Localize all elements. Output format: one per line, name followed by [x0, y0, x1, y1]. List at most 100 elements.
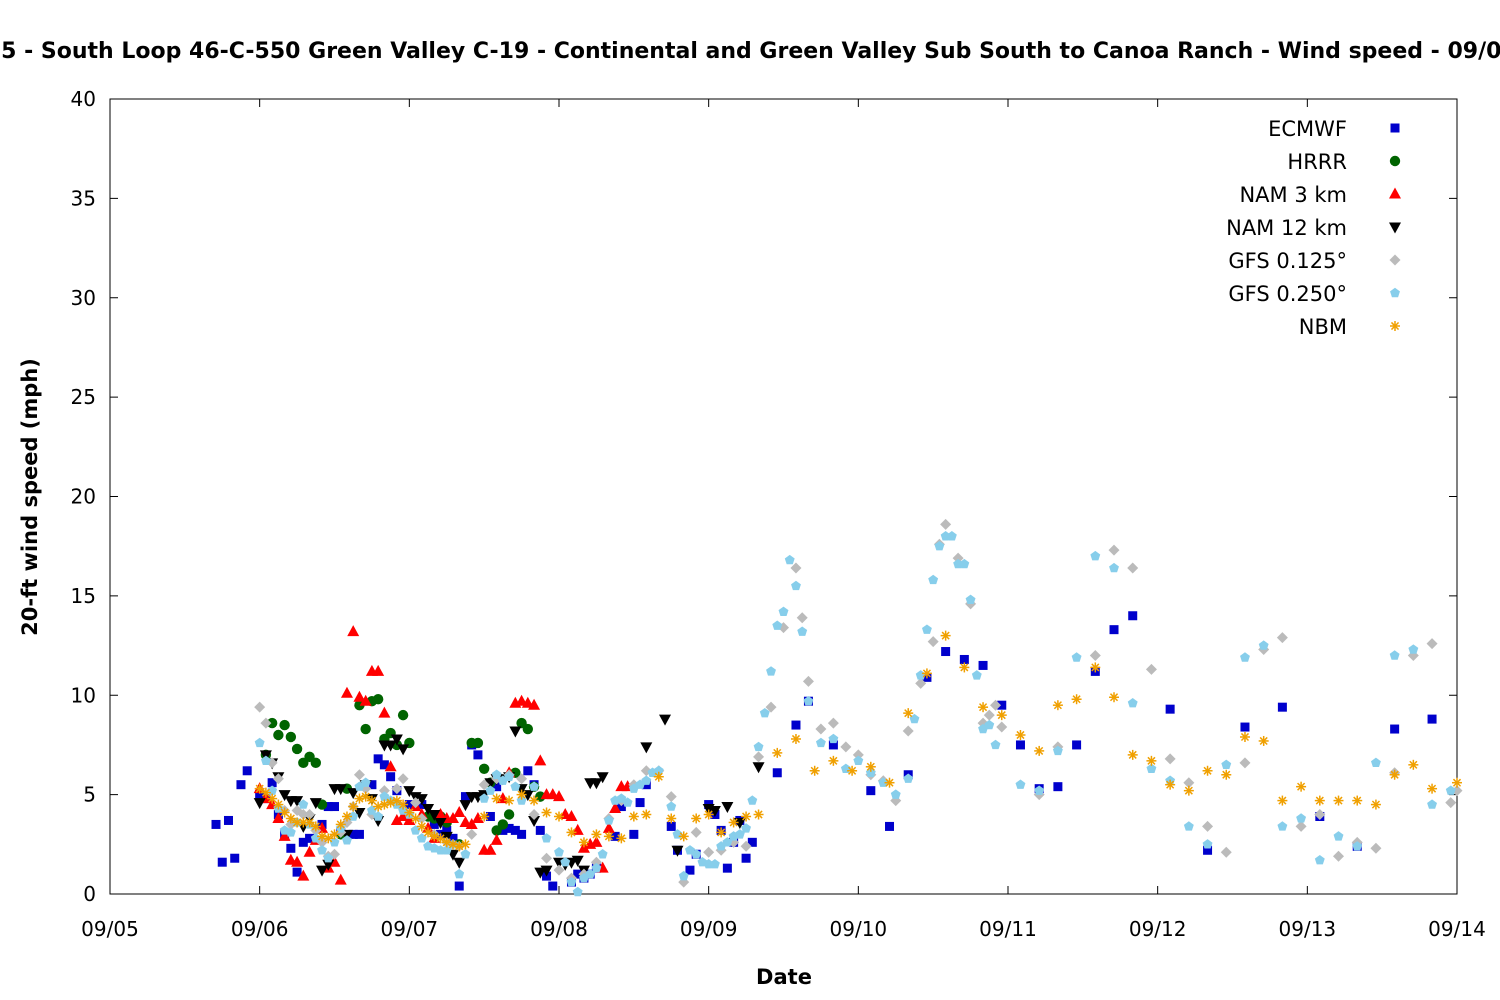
data-point — [990, 739, 1001, 750]
x-tick-label: 09/10 — [830, 917, 888, 941]
data-point — [578, 837, 589, 848]
data-point — [516, 773, 528, 785]
data-point — [765, 701, 777, 713]
data-point — [353, 690, 366, 702]
data-point — [1445, 785, 1456, 795]
data-point — [629, 829, 639, 839]
y-axis: 0 5 10 15 20 25 30 35 40 — [71, 87, 1457, 906]
data-point — [540, 865, 553, 877]
data-point — [815, 723, 827, 735]
chart-title: D 265 - South Loop 46-C-550 Green Valley… — [0, 39, 1500, 64]
data-point — [796, 612, 808, 624]
data-point — [809, 765, 820, 776]
data-point — [653, 765, 664, 775]
data-point — [410, 797, 422, 809]
data-point — [1352, 841, 1363, 851]
data-point — [316, 865, 329, 877]
data-point — [591, 862, 602, 873]
x-tick-label: 09/08 — [530, 917, 588, 941]
data-point — [885, 821, 895, 831]
y-tick-label: 15 — [71, 584, 96, 608]
data-point — [541, 852, 553, 864]
data-point — [541, 833, 552, 843]
data-point — [709, 858, 720, 869]
data-point — [884, 777, 895, 788]
data-point — [310, 821, 321, 832]
data-point — [453, 806, 466, 818]
data-point — [1370, 842, 1382, 854]
data-point — [952, 552, 964, 564]
data-point — [1109, 692, 1120, 703]
data-point — [373, 754, 383, 764]
data-point — [285, 731, 297, 743]
data-point — [666, 821, 676, 831]
data-point — [422, 804, 435, 816]
data-point — [1352, 795, 1363, 806]
data-point — [827, 717, 839, 729]
data-point — [334, 784, 347, 796]
data-point — [230, 853, 240, 863]
data-point — [423, 827, 434, 838]
data-point — [317, 845, 327, 855]
data-point — [1203, 845, 1213, 855]
data-point — [236, 780, 246, 790]
data-point — [1202, 765, 1213, 776]
data-point — [465, 817, 478, 829]
data-point — [260, 755, 271, 766]
data-point — [1427, 714, 1437, 724]
data-point — [1145, 663, 1157, 675]
data-point — [510, 781, 521, 791]
data-point — [535, 791, 546, 802]
data-point — [378, 706, 391, 718]
data-point — [1109, 625, 1119, 635]
data-point — [802, 675, 814, 687]
data-point — [1277, 795, 1288, 806]
x-tick-label: 09/07 — [381, 917, 439, 941]
data-point — [360, 723, 371, 735]
data-point — [1296, 781, 1307, 792]
data-point — [853, 755, 864, 766]
legend-marker — [1389, 155, 1401, 167]
data-point — [359, 694, 372, 706]
data-point — [1071, 652, 1082, 662]
data-point — [334, 873, 347, 885]
data-point — [404, 800, 414, 810]
data-point — [941, 647, 951, 657]
data-point — [279, 807, 290, 818]
data-point — [341, 811, 352, 822]
data-point — [940, 518, 952, 530]
data-point — [390, 734, 403, 746]
data-point — [691, 849, 702, 859]
data-point — [1220, 846, 1232, 858]
data-point — [342, 835, 352, 845]
data-point — [434, 817, 447, 829]
y-tick-label: 30 — [71, 286, 96, 310]
data-point — [553, 864, 565, 876]
data-point — [1408, 759, 1419, 770]
data-point — [1146, 763, 1157, 773]
data-point — [1164, 753, 1176, 765]
data-point — [267, 793, 278, 804]
data-point — [852, 749, 864, 761]
data-point — [565, 809, 578, 821]
data-point — [442, 825, 452, 835]
data-point — [497, 819, 509, 830]
data-point — [641, 809, 652, 820]
data-point — [560, 857, 571, 867]
y-tick-label: 5 — [83, 783, 96, 807]
data-point — [1183, 785, 1194, 796]
data-point — [1071, 694, 1082, 705]
data-point — [666, 813, 677, 824]
data-point — [740, 840, 752, 852]
data-point — [416, 821, 427, 832]
data-point — [397, 809, 410, 821]
data-point — [217, 857, 227, 867]
data-point — [722, 863, 732, 873]
data-point — [791, 720, 801, 730]
data-point — [978, 702, 989, 713]
data-point — [354, 829, 364, 839]
data-point — [548, 881, 558, 891]
data-point — [640, 742, 653, 754]
data-point — [1072, 740, 1082, 750]
